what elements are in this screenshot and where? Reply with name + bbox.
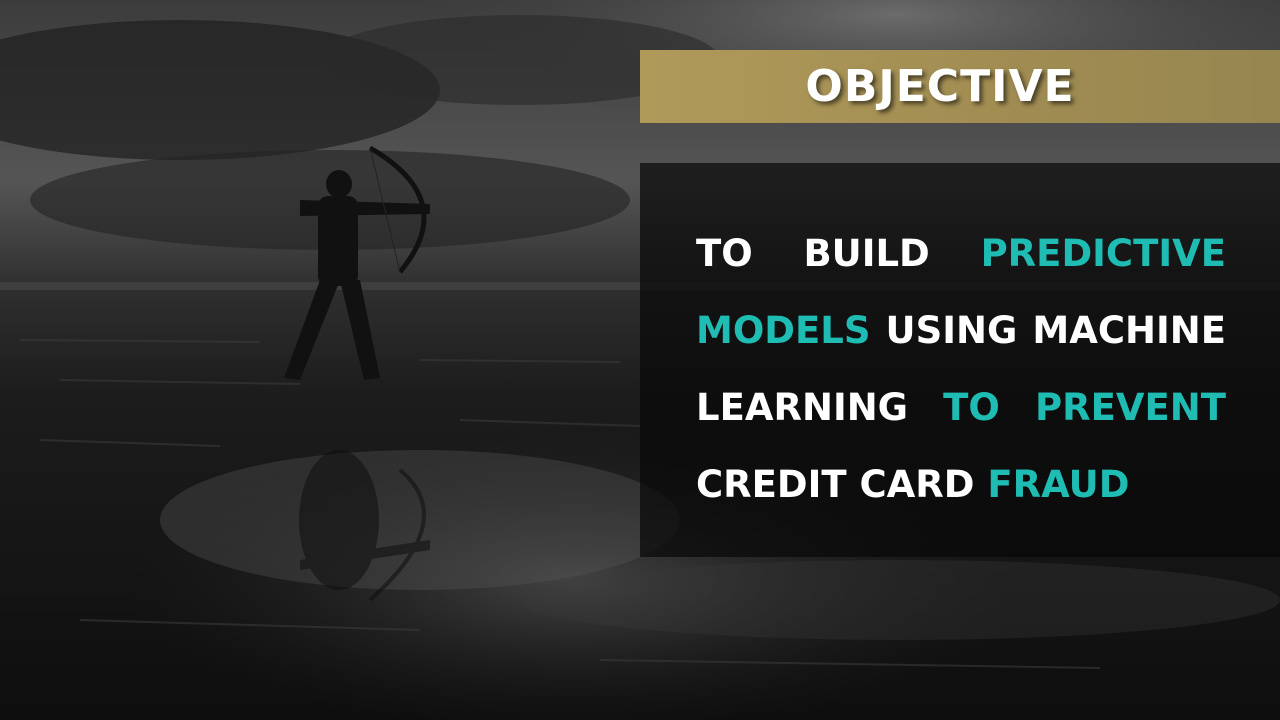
archer-silhouette-icon: [284, 145, 430, 380]
objective-segment: USING MACHINE LEARNING: [696, 309, 1226, 429]
title-banner: OBJECTIVE: [640, 50, 1280, 123]
objective-segment: CREDIT CARD: [696, 463, 988, 506]
objective-highlight: PREDICTIVE MODELS: [696, 232, 1226, 352]
slide-title: OBJECTIVE: [805, 61, 1075, 112]
objective-highlight: FRAUD: [987, 463, 1130, 506]
objective-text: TO BUILD PREDICTIVE MODELS USING MACHINE…: [696, 215, 1226, 523]
objective-segment: TO BUILD: [696, 232, 981, 275]
objective-panel: TO BUILD PREDICTIVE MODELS USING MACHINE…: [640, 163, 1280, 557]
objective-highlight: TO PREVENT: [943, 386, 1226, 429]
